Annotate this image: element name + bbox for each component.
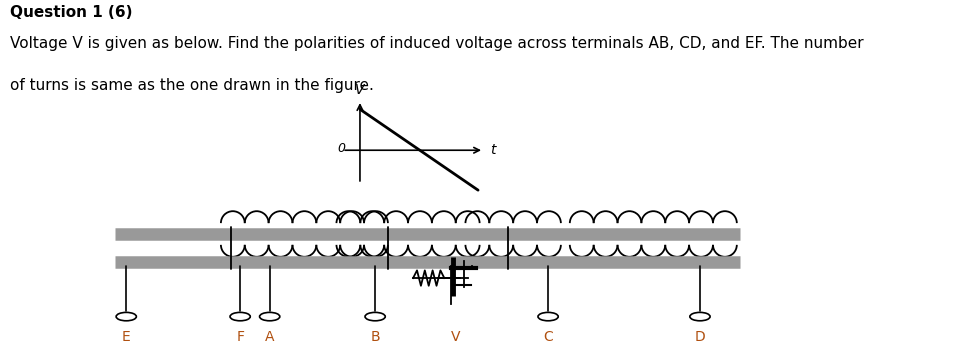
Text: F: F xyxy=(235,330,244,343)
Text: B: B xyxy=(370,330,380,343)
Text: Voltage V is given as below. Find the polarities of induced voltage across termi: Voltage V is given as below. Find the po… xyxy=(10,36,863,52)
Text: Question 1 (6): Question 1 (6) xyxy=(10,5,133,20)
Text: V: V xyxy=(450,330,459,343)
Circle shape xyxy=(537,312,557,321)
Circle shape xyxy=(230,312,250,321)
Text: $t$: $t$ xyxy=(489,143,497,157)
Circle shape xyxy=(364,312,384,321)
Text: C: C xyxy=(543,330,553,343)
Text: E: E xyxy=(122,330,131,343)
Circle shape xyxy=(259,312,280,321)
Circle shape xyxy=(689,312,709,321)
Circle shape xyxy=(116,312,136,321)
Text: 0: 0 xyxy=(337,142,345,155)
Text: V: V xyxy=(355,83,364,96)
Text: A: A xyxy=(264,330,274,343)
Text: of turns is same as the one drawn in the figure.: of turns is same as the one drawn in the… xyxy=(10,78,373,94)
Text: D: D xyxy=(694,330,704,343)
